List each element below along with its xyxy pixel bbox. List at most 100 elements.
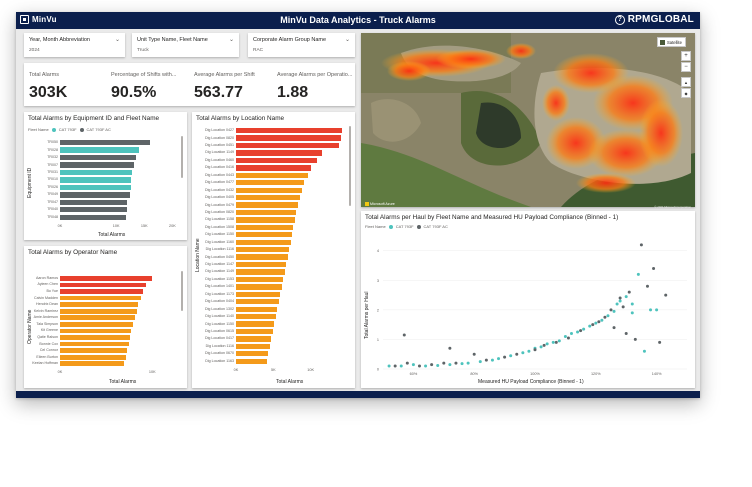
location-bar[interactable] <box>236 299 279 305</box>
scatter-point-cat-793f[interactable] <box>618 299 622 303</box>
scatter-point-cat-793f-ac[interactable] <box>579 329 583 333</box>
scatter-point-cat-793f[interactable] <box>624 295 628 299</box>
scrollbar[interactable] <box>181 136 183 178</box>
operator-bar[interactable] <box>60 315 135 321</box>
chevron-down-icon[interactable]: ⌄ <box>344 37 350 43</box>
equipment-bar[interactable] <box>60 169 132 176</box>
scatter-point-cat-793f[interactable] <box>509 354 513 358</box>
chevron-down-icon[interactable]: ⌄ <box>228 37 234 43</box>
location-bar[interactable] <box>236 239 291 245</box>
scatter-point-cat-793f-ac[interactable] <box>503 355 507 359</box>
equipment-bar[interactable] <box>60 162 135 168</box>
scatter-point-cat-793f-ac[interactable] <box>566 336 570 340</box>
location-bar[interactable] <box>236 209 297 216</box>
location-bar[interactable] <box>236 313 276 320</box>
location-bar[interactable] <box>236 180 304 186</box>
legend-item[interactable]: CAT 793F AC <box>423 224 448 229</box>
heatmap-satellite[interactable]: Satellite + − ▲ ◆ Microsoft Azure © 2024… <box>361 33 695 212</box>
scrollbar[interactable] <box>349 126 351 206</box>
location-bar[interactable] <box>236 128 343 134</box>
scatter-point-cat-793f-ac[interactable] <box>533 348 537 352</box>
location-bar[interactable] <box>236 247 289 253</box>
scatter-point-cat-793f[interactable] <box>478 360 482 364</box>
scatter-point-cat-793f[interactable] <box>569 332 573 336</box>
scatter-point-cat-793f-ac[interactable] <box>639 243 643 247</box>
location-bar[interactable] <box>236 135 341 141</box>
equipment-bar[interactable] <box>60 192 130 198</box>
scatter-point-cat-793f-ac[interactable] <box>603 315 607 319</box>
scatter-point-cat-793f[interactable] <box>551 340 555 344</box>
scatter-point-cat-793f-ac[interactable] <box>612 326 616 330</box>
scatter-point-cat-793f[interactable] <box>399 364 403 368</box>
location-bar[interactable] <box>236 150 322 156</box>
operator-bar[interactable] <box>60 341 130 347</box>
scatter-point-cat-793f[interactable] <box>612 309 616 313</box>
scatter-point-cat-793f-ac[interactable] <box>515 352 519 356</box>
location-bar[interactable] <box>236 142 340 149</box>
slicer-value[interactable]: 2024 <box>29 48 40 53</box>
scatter-point-cat-793f[interactable] <box>649 308 653 312</box>
legend-item[interactable]: CAT 793F <box>58 127 77 132</box>
location-bar[interactable] <box>236 358 267 364</box>
scatter-point-cat-793f-ac[interactable] <box>554 340 558 344</box>
location-bar[interactable] <box>236 194 301 201</box>
location-bar[interactable] <box>236 306 278 312</box>
scatter-point-cat-793f[interactable] <box>615 302 619 306</box>
location-bar[interactable] <box>236 224 294 231</box>
scatter-point-cat-793f[interactable] <box>557 339 561 343</box>
location-bar[interactable] <box>236 172 308 178</box>
scatter-point-cat-793f-ac[interactable] <box>597 320 601 324</box>
slicer-value[interactable]: Truck <box>137 48 149 53</box>
scatter-point-cat-793f-ac[interactable] <box>627 290 631 294</box>
equipment-bar[interactable] <box>60 140 150 146</box>
location-bar[interactable] <box>236 336 272 342</box>
scatter-point-cat-793f[interactable] <box>411 363 415 367</box>
legend-item[interactable]: CAT 793F AC <box>86 127 111 132</box>
scatter-point-cat-793f-ac[interactable] <box>633 337 637 341</box>
scatter-point-cat-793f-ac[interactable] <box>402 333 406 337</box>
scatter-point-cat-793f-ac[interactable] <box>645 284 649 288</box>
scatter-point-cat-793f-ac[interactable] <box>448 346 452 350</box>
operator-bar[interactable] <box>60 335 131 340</box>
location-bar[interactable] <box>236 284 282 290</box>
equipment-bar[interactable] <box>60 207 128 213</box>
equipment-bar[interactable] <box>60 199 128 205</box>
scatter-point-cat-793f-ac[interactable] <box>652 266 656 270</box>
operator-bar[interactable] <box>60 276 153 281</box>
scatter-point-cat-793f-ac[interactable] <box>405 361 409 365</box>
scatter-point-cat-793f[interactable] <box>539 345 543 349</box>
equipment-bar[interactable] <box>60 214 127 220</box>
scatter-point-cat-793f-ac[interactable] <box>621 305 625 309</box>
legend-item[interactable]: CAT 793F <box>395 224 414 229</box>
location-bar[interactable] <box>236 291 281 297</box>
location-bar[interactable] <box>236 343 270 350</box>
scatter-point-cat-793f[interactable] <box>497 357 501 361</box>
satellite-heatmap-image[interactable] <box>361 33 695 207</box>
chevron-down-icon[interactable]: ⌄ <box>114 37 120 43</box>
scatter-point-cat-793f[interactable] <box>436 363 440 367</box>
scatter-point-cat-793f-ac[interactable] <box>542 343 546 347</box>
operator-bar[interactable] <box>60 308 137 314</box>
location-bar[interactable] <box>236 351 269 357</box>
operator-bar[interactable] <box>60 295 142 301</box>
scatter-point-cat-793f[interactable] <box>466 361 470 365</box>
scatter-point-cat-793f[interactable] <box>594 321 598 325</box>
location-bar[interactable] <box>236 276 284 283</box>
scrollbar[interactable] <box>181 271 183 311</box>
scatter-point-cat-793f-ac[interactable] <box>658 340 662 344</box>
location-bar[interactable] <box>236 269 285 275</box>
operator-bar[interactable] <box>60 348 128 353</box>
equipment-bar[interactable] <box>60 177 131 183</box>
location-bar[interactable] <box>236 232 292 238</box>
scatter-point-cat-793f-ac[interactable] <box>472 352 476 356</box>
operator-bar[interactable] <box>60 302 139 307</box>
map-card[interactable]: Satellite + − ▲ ◆ Microsoft Azure © 2024… <box>361 33 695 209</box>
scatter-point-cat-793f-ac[interactable] <box>430 363 434 367</box>
location-bar[interactable] <box>236 328 273 335</box>
scatter-point-cat-793f-ac[interactable] <box>591 323 595 327</box>
scatter-point-cat-793f-ac[interactable] <box>417 364 421 368</box>
operator-bar[interactable] <box>60 282 146 288</box>
scatter-point-cat-793f[interactable] <box>424 364 428 368</box>
operator-bar[interactable] <box>60 354 126 360</box>
zoom-in-button[interactable]: + <box>681 51 691 61</box>
